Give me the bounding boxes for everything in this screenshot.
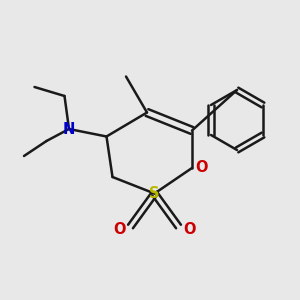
Text: S: S [149, 186, 160, 201]
Text: O: O [195, 160, 207, 175]
Text: N: N [63, 122, 75, 136]
Text: O: O [183, 222, 195, 237]
Text: O: O [114, 222, 126, 237]
